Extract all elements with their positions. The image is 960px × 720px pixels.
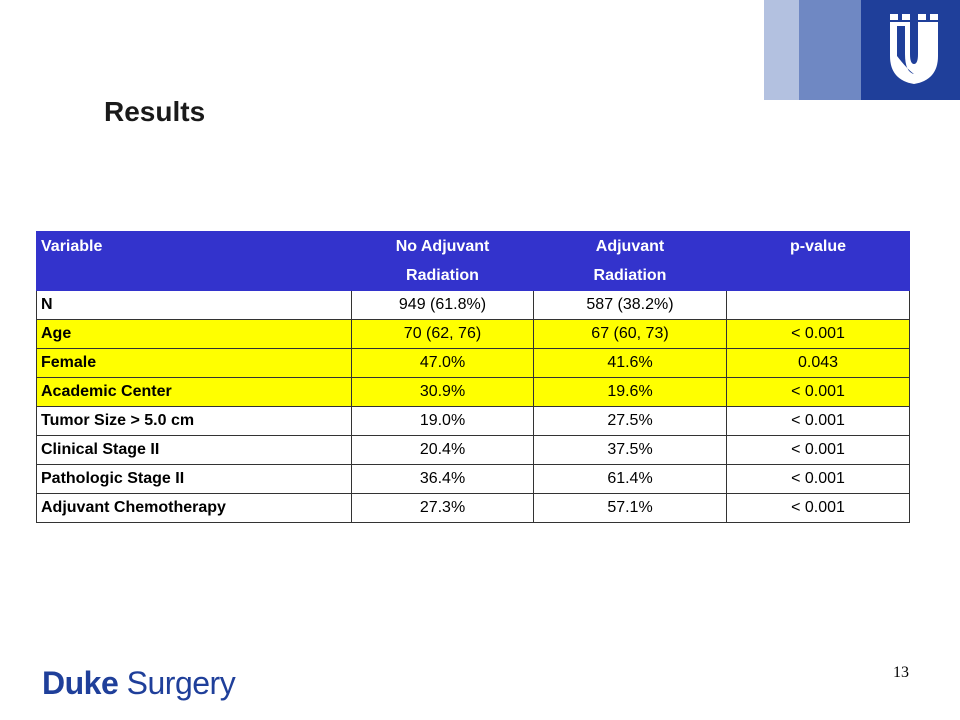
row-no-adjuvant-value: 70 (62, 76) — [351, 319, 534, 349]
row-p-value: < 0.001 — [726, 493, 910, 523]
row-p-value: < 0.001 — [726, 435, 910, 465]
table-row: Academic Center 30.9% 19.6% < 0.001 — [36, 377, 910, 407]
row-no-adjuvant-value: 30.9% — [351, 377, 534, 407]
table-body: N 949 (61.8%) 587 (38.2%) Age 70 (62, 76) 67 … — [36, 290, 910, 523]
table-row: Female 47.0% 41.6% 0.043 — [36, 348, 910, 378]
row-variable-label: Clinical Stage II — [36, 435, 352, 465]
table-row: Pathologic Stage II 36.4% 61.4% < 0.001 — [36, 464, 910, 494]
table-row: N 949 (61.8%) 587 (38.2%) — [36, 290, 910, 320]
row-adjuvant-value: 41.6% — [533, 348, 727, 378]
page-number: 13 — [893, 664, 909, 681]
header-no-adjuvant: No Adjuvant Radiation — [351, 231, 534, 291]
row-no-adjuvant-value: 20.4% — [351, 435, 534, 465]
row-adjuvant-value: 67 (60, 73) — [533, 319, 727, 349]
page-title: Results — [104, 96, 206, 127]
table-row: Clinical Stage II 20.4% 37.5% < 0.001 — [36, 435, 910, 465]
row-adjuvant-value: 61.4% — [533, 464, 727, 494]
row-adjuvant-value: 57.1% — [533, 493, 727, 523]
row-p-value: < 0.001 — [726, 319, 910, 349]
row-variable-label: N — [36, 290, 352, 320]
decor-bar-dark — [861, 0, 960, 100]
logo-surgery-text: Surgery — [126, 665, 236, 701]
row-variable-label: Pathologic Stage II — [36, 464, 352, 494]
row-adjuvant-value: 37.5% — [533, 435, 727, 465]
results-table: Variable No Adjuvant Radiation Adjuvant … — [36, 231, 910, 523]
row-variable-label: Academic Center — [36, 377, 352, 407]
row-no-adjuvant-value: 949 (61.8%) — [351, 290, 534, 320]
table-row: Adjuvant Chemotherapy 27.3% 57.1% < 0.001 — [36, 493, 910, 523]
row-variable-label: Tumor Size > 5.0 cm — [36, 406, 352, 436]
logo-duke-text: Duke — [42, 665, 119, 701]
duke-surgery-logo: Duke Surgery — [42, 665, 236, 702]
header-adjuvant: Adjuvant Radiation — [533, 231, 727, 291]
table-row: Age 70 (62, 76) 67 (60, 73) < 0.001 — [36, 319, 910, 349]
row-adjuvant-value: 587 (38.2%) — [533, 290, 727, 320]
table-header-row: Variable No Adjuvant Radiation Adjuvant … — [36, 231, 910, 291]
row-no-adjuvant-value: 36.4% — [351, 464, 534, 494]
row-variable-label: Adjuvant Chemotherapy — [36, 493, 352, 523]
table-row: Tumor Size > 5.0 cm 19.0% 27.5% < 0.001 — [36, 406, 910, 436]
header-p-value: p-value — [726, 231, 910, 291]
row-no-adjuvant-value: 19.0% — [351, 406, 534, 436]
row-no-adjuvant-value: 27.3% — [351, 493, 534, 523]
row-p-value: 0.043 — [726, 348, 910, 378]
row-variable-label: Age — [36, 319, 352, 349]
duke-shield-logo-icon — [890, 14, 938, 84]
row-adjuvant-value: 19.6% — [533, 377, 727, 407]
row-p-value: < 0.001 — [726, 464, 910, 494]
decor-bar-mid — [799, 0, 861, 100]
row-variable-label: Female — [36, 348, 352, 378]
row-no-adjuvant-value: 47.0% — [351, 348, 534, 378]
row-p-value — [726, 290, 910, 320]
decor-bar-light — [764, 0, 799, 100]
row-p-value: < 0.001 — [726, 406, 910, 436]
row-p-value: < 0.001 — [726, 377, 910, 407]
header-variable: Variable — [36, 231, 352, 291]
row-adjuvant-value: 27.5% — [533, 406, 727, 436]
